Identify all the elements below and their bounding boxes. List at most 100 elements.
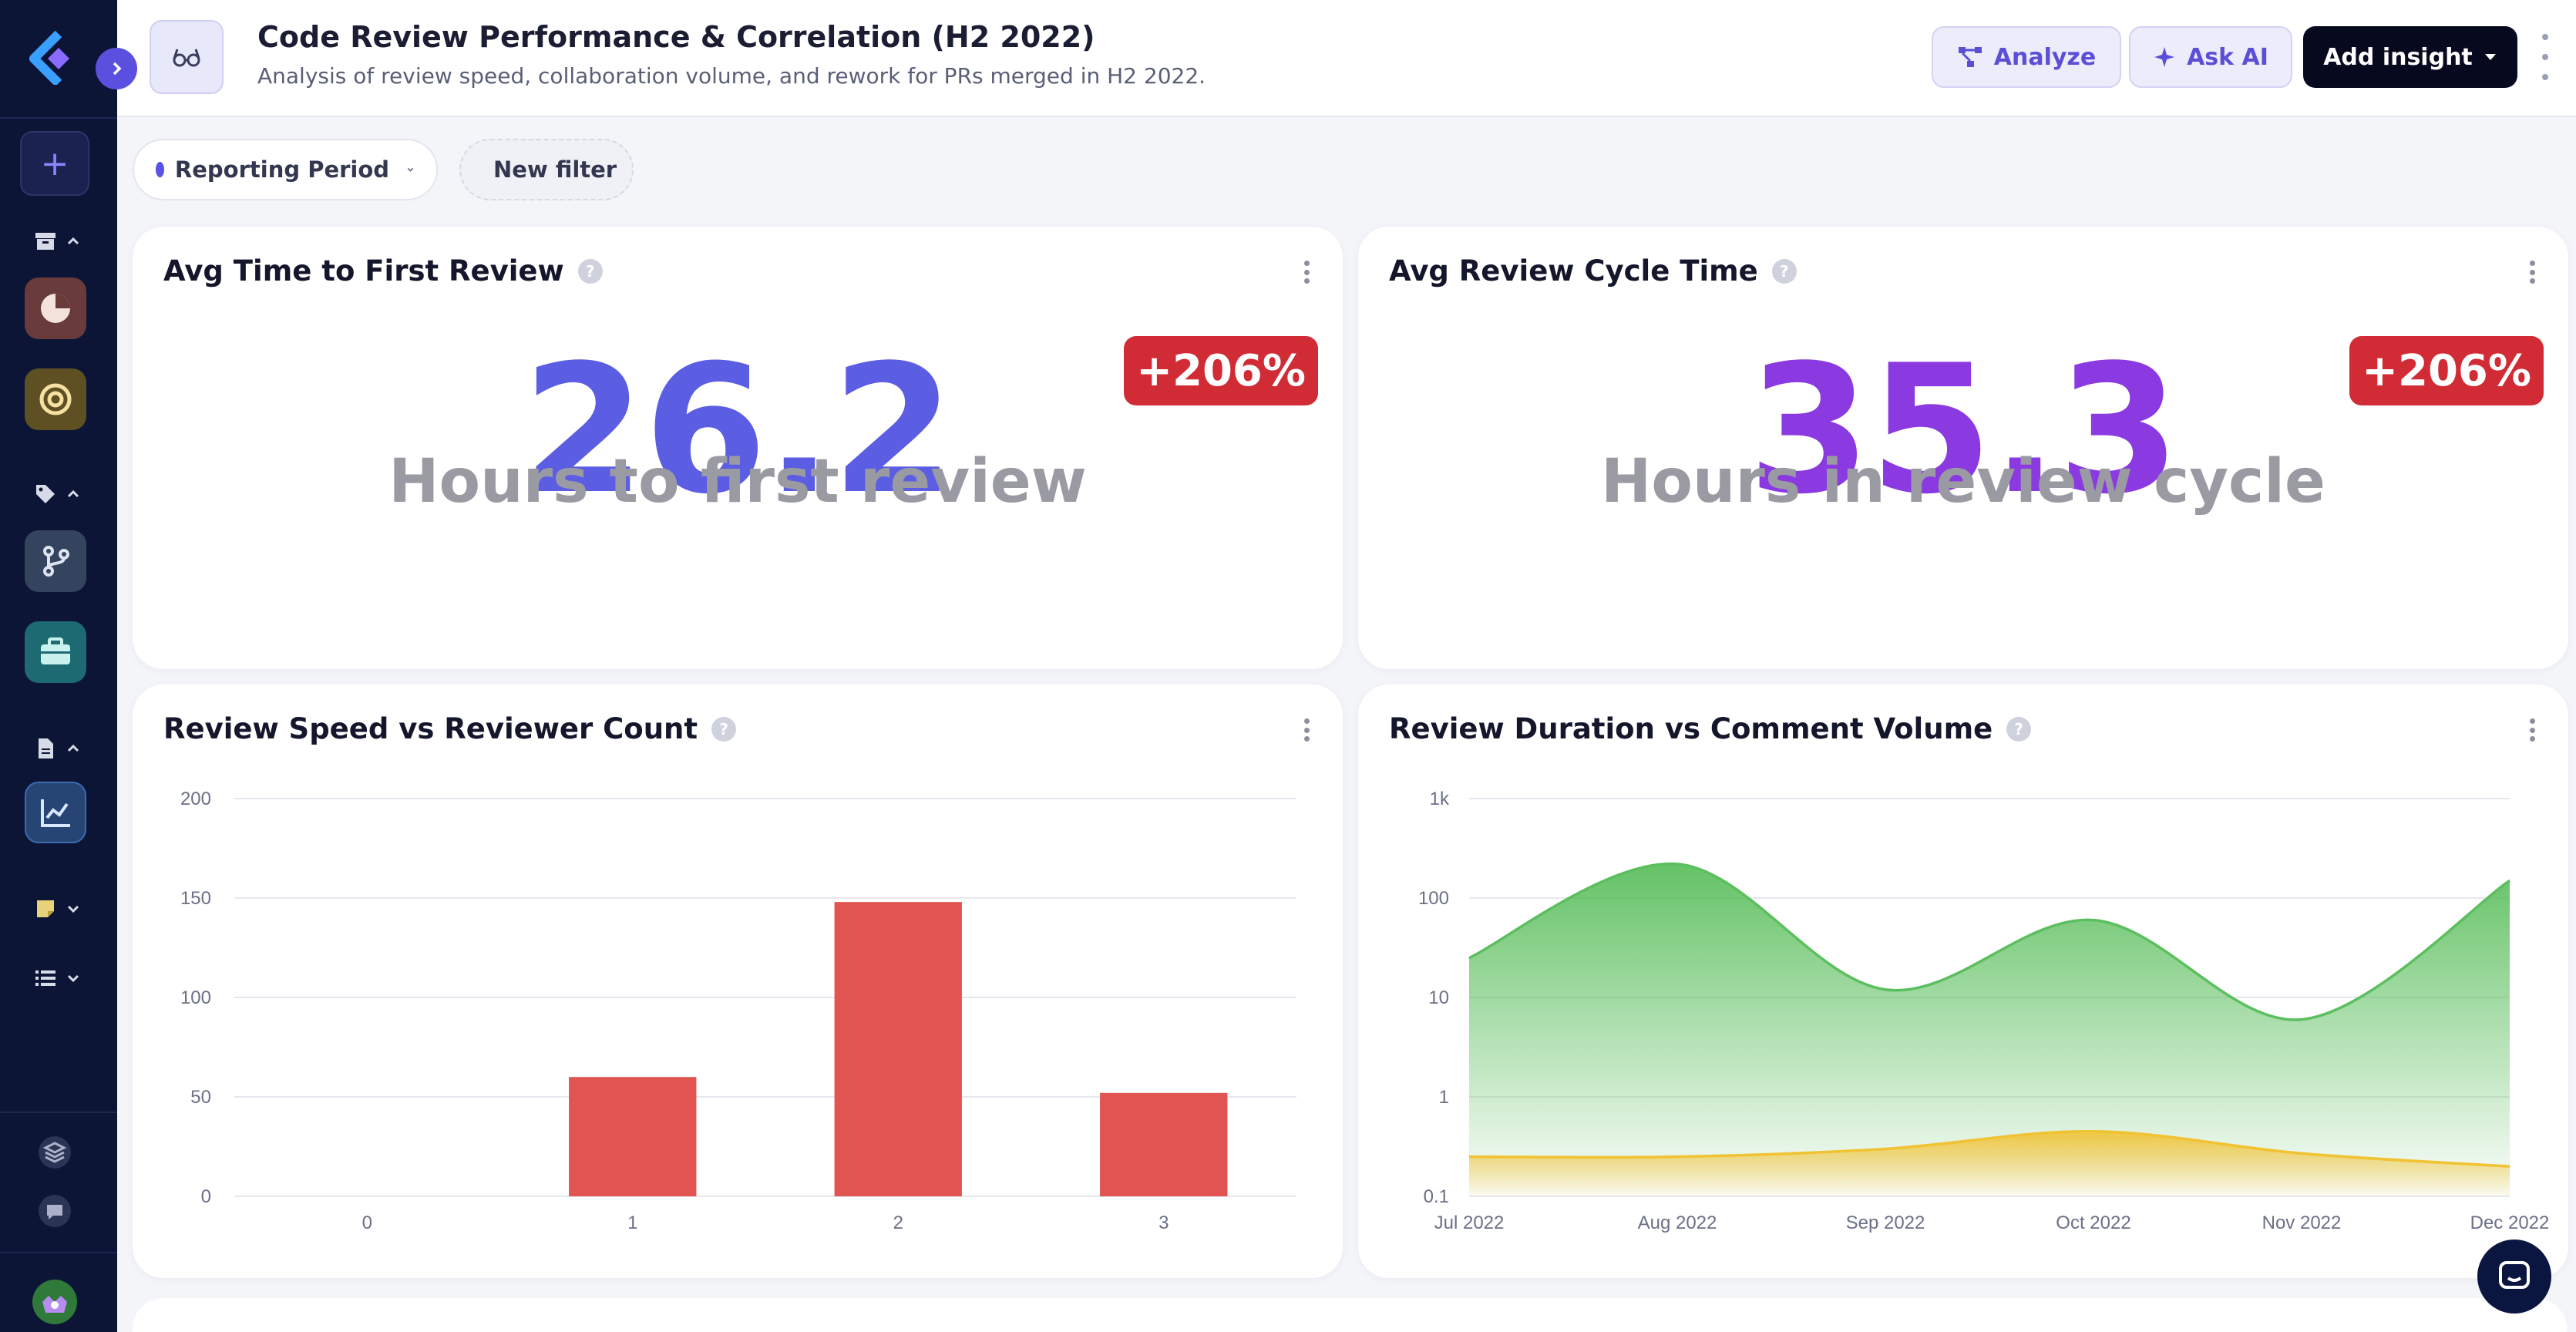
card-more-icon[interactable] xyxy=(1303,718,1310,742)
card-title-wrap: Review Duration vs Comment Volume ? xyxy=(1389,712,2032,745)
kpi-value: 26.2 xyxy=(522,328,954,533)
card-more-icon[interactable] xyxy=(2528,718,2536,742)
help-icon[interactable]: ? xyxy=(711,716,737,742)
new-filter-button[interactable]: New filter xyxy=(459,139,634,200)
x-tick-label: Aug 2022 xyxy=(1638,1213,1717,1233)
sidebar-group-tags[interactable] xyxy=(34,483,80,506)
target-icon xyxy=(39,383,72,415)
chevron-up-icon xyxy=(67,489,79,498)
sticky-note-icon xyxy=(37,900,54,917)
new-filter-label: New filter xyxy=(493,156,617,183)
help-icon[interactable]: ? xyxy=(1771,258,1797,284)
sidebar-group-lists[interactable] xyxy=(34,967,80,990)
support-chat-button[interactable] xyxy=(2477,1240,2551,1314)
chat-bubble-icon[interactable] xyxy=(37,1193,72,1229)
header-more-icon[interactable] xyxy=(2537,34,2553,80)
dashboard-icon-button[interactable] xyxy=(150,20,224,94)
glasses-icon xyxy=(173,49,200,67)
help-icon[interactable]: ? xyxy=(2006,716,2032,742)
y-tick-label: 10 xyxy=(1428,987,1449,1008)
bar xyxy=(834,902,962,1196)
pie-chart-icon xyxy=(41,294,70,323)
y-tick-label: 200 xyxy=(180,789,211,809)
sidebar-item-git-branch[interactable] xyxy=(25,530,86,592)
chevron-up-icon xyxy=(67,744,79,752)
avatar[interactable] xyxy=(32,1280,77,1324)
bar xyxy=(1100,1092,1228,1196)
line-chart-icon xyxy=(41,799,70,827)
add-insight-label: Add insight xyxy=(2323,43,2473,71)
kpi-label: Hours in review cycle xyxy=(1601,447,2325,516)
change-badge: +206% xyxy=(1124,336,1318,405)
chevron-right-icon xyxy=(113,62,122,76)
card-title-wrap: Avg Time to First Review ? xyxy=(163,254,603,288)
reporting-period-label: Reporting Period xyxy=(174,156,390,183)
sidebar-group-dashboards[interactable] xyxy=(34,230,80,253)
sidebar-item-pie-chart[interactable] xyxy=(25,278,86,339)
add-insight-button[interactable]: Add insight xyxy=(2303,26,2517,88)
analyze-label: Analyze xyxy=(1993,43,2097,71)
reporting-period-filter[interactable]: Reporting Period xyxy=(133,139,438,200)
filter-dot-icon xyxy=(156,162,164,177)
chevron-down-icon xyxy=(67,905,79,913)
flow-icon xyxy=(1958,47,1982,67)
y-tick-label: 100 xyxy=(180,987,211,1008)
caret-down-icon xyxy=(2484,54,2496,60)
chart-card-reviewer-count: Review Speed vs Reviewer Count ? 0 50 100 1… xyxy=(133,684,1343,1278)
kpi-label: Hours to first review xyxy=(388,447,1087,516)
sidebar-divider xyxy=(0,1252,117,1253)
help-icon[interactable]: ? xyxy=(577,258,603,284)
bar-chart: 0 50 100 150 200 0 1 2 3 xyxy=(180,789,1296,1233)
chevron-down-icon xyxy=(407,167,414,172)
y-tick-label: 1k xyxy=(1430,789,1450,809)
card-title: Avg Review Cycle Time xyxy=(1389,254,1758,288)
kpi-card-review-cycle: Avg Review Cycle Time ? 35.3 Hours in re… xyxy=(1358,227,2568,669)
kpi-value: 35.3 xyxy=(1747,328,2180,533)
ask-ai-button[interactable]: Ask AI xyxy=(2129,26,2292,88)
ask-ai-label: Ask AI xyxy=(2187,43,2268,71)
next-card-partial xyxy=(133,1298,2567,1332)
y-tick-label: 0.1 xyxy=(1424,1186,1449,1207)
x-tick-label: 2 xyxy=(893,1213,903,1233)
chevron-up-icon xyxy=(67,237,79,245)
sidebar-item-target[interactable] xyxy=(25,368,86,430)
chevron-down-icon xyxy=(67,974,79,983)
series-line xyxy=(1468,1129,2510,1168)
sidebar-group-documents[interactable] xyxy=(34,737,80,760)
kpi-card-first-review: Avg Time to First Review ? 26.2 Hours to… xyxy=(133,227,1343,669)
area-fill xyxy=(1469,863,2510,1196)
sidebar-group-notes[interactable] xyxy=(34,897,80,920)
briefcase-icon xyxy=(41,637,70,664)
chat-icon xyxy=(2499,1261,2530,1289)
bar xyxy=(569,1077,697,1196)
document-icon xyxy=(39,738,53,758)
analyze-button[interactable]: Analyze xyxy=(1932,26,2121,88)
list-icon xyxy=(35,970,55,986)
expand-sidebar-button[interactable] xyxy=(96,48,137,89)
x-tick-label: Sep 2022 xyxy=(1846,1213,1925,1233)
card-title: Review Duration vs Comment Volume xyxy=(1389,712,1993,745)
card-title-wrap: Review Speed vs Reviewer Count ? xyxy=(163,712,737,745)
app-logo[interactable] xyxy=(28,30,82,87)
card-more-icon[interactable] xyxy=(2528,261,2536,284)
x-tick-label: Nov 2022 xyxy=(2262,1213,2342,1233)
page-subtitle: Analysis of review speed, collaboration … xyxy=(257,63,1206,89)
x-tick-label: Oct 2022 xyxy=(2056,1213,2130,1233)
y-tick-label: 150 xyxy=(180,888,211,909)
y-tick-label: 100 xyxy=(1418,888,1449,909)
layers-icon[interactable] xyxy=(37,1135,72,1170)
card-title: Avg Time to First Review xyxy=(163,254,564,288)
card-more-icon[interactable] xyxy=(1303,261,1310,284)
sidebar-item-line-chart[interactable] xyxy=(25,782,86,843)
change-badge: +206% xyxy=(2349,336,2544,405)
new-dashboard-button[interactable]: + xyxy=(20,131,89,196)
tag-icon xyxy=(36,485,55,503)
x-tick-label: 0 xyxy=(362,1213,372,1233)
y-tick-label: 1 xyxy=(1439,1087,1449,1108)
card-title: Review Speed vs Reviewer Count xyxy=(163,712,698,745)
x-tick-label: 1 xyxy=(627,1213,637,1233)
sidebar-item-briefcase[interactable] xyxy=(25,621,86,683)
y-tick-label: 0 xyxy=(201,1186,211,1207)
series-line xyxy=(1468,862,2510,1021)
card-title-wrap: Avg Review Cycle Time ? xyxy=(1389,254,1797,288)
